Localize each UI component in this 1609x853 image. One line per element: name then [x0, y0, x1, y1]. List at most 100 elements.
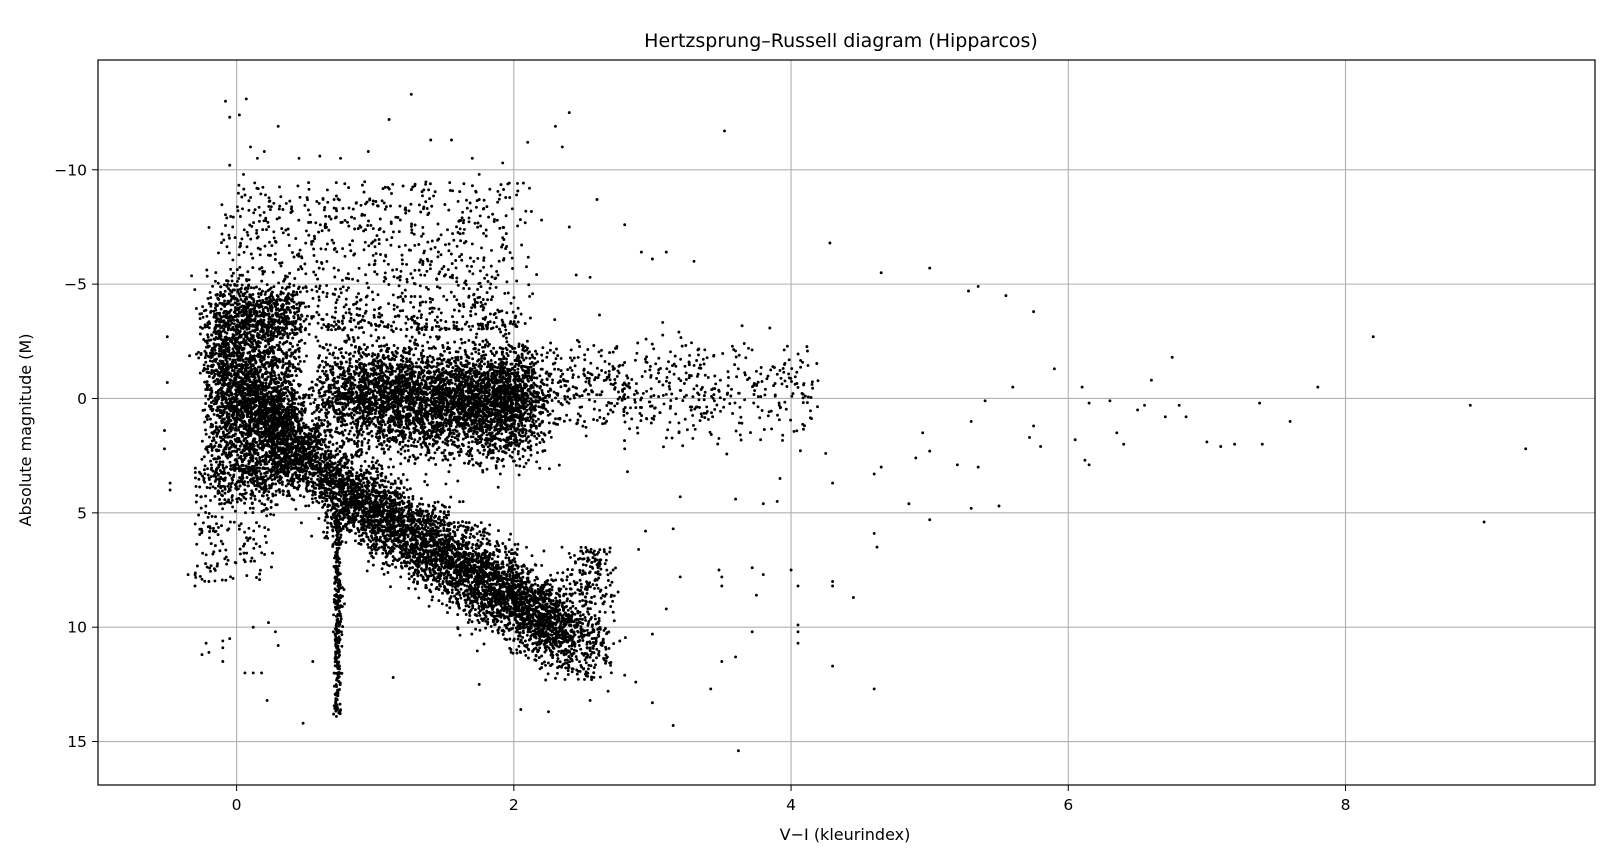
- data-point: [310, 497, 314, 501]
- data-point: [434, 531, 438, 535]
- data-point: [480, 597, 484, 601]
- data-point: [540, 662, 544, 666]
- data-point: [200, 577, 204, 581]
- data-point: [606, 689, 610, 693]
- data-point: [355, 505, 359, 509]
- data-point: [569, 606, 573, 610]
- data-point: [1482, 520, 1486, 524]
- data-point: [298, 494, 302, 498]
- data-point: [542, 614, 546, 618]
- data-point: [325, 491, 329, 495]
- data-point: [363, 459, 367, 463]
- data-point: [497, 544, 501, 548]
- data-point: [575, 649, 578, 653]
- data-point: [519, 708, 523, 711]
- data-point: [914, 456, 918, 460]
- data-point: [285, 394, 289, 398]
- data-point: [441, 518, 445, 522]
- data-point: [499, 612, 503, 616]
- data-point: [294, 507, 298, 511]
- data-point: [440, 533, 444, 537]
- data-point: [493, 622, 497, 626]
- data-point: [824, 451, 828, 455]
- data-point: [561, 637, 564, 641]
- data-point: [432, 564, 436, 568]
- data-point: [418, 551, 422, 555]
- data-point: [462, 524, 465, 528]
- data-point: [325, 531, 329, 534]
- data-point: [796, 641, 800, 645]
- data-point: [276, 124, 280, 128]
- data-point: [208, 359, 212, 363]
- data-point: [453, 534, 457, 538]
- data-point: [456, 613, 460, 617]
- data-point: [533, 578, 537, 582]
- data-point: [548, 593, 552, 597]
- data-point: [464, 574, 468, 578]
- data-point: [368, 492, 372, 496]
- data-point: [429, 574, 433, 578]
- data-point: [456, 600, 460, 604]
- data-point: [466, 621, 470, 624]
- data-point: [515, 651, 519, 655]
- data-point: [304, 504, 308, 508]
- data-point: [482, 528, 486, 532]
- data-point: [415, 519, 419, 523]
- data-point: [327, 445, 331, 449]
- data-point: [393, 481, 397, 485]
- data-point: [334, 714, 338, 718]
- data-point: [399, 452, 403, 456]
- data-point: [872, 531, 876, 535]
- data-point: [459, 561, 463, 564]
- data-point: [515, 648, 519, 652]
- data-point: [467, 521, 471, 525]
- data-point: [323, 518, 327, 522]
- data-point: [401, 554, 405, 558]
- data-point: [374, 491, 378, 495]
- data-point: [506, 602, 510, 606]
- data-point: [551, 640, 555, 644]
- data-point: [459, 596, 463, 600]
- data-point: [671, 527, 675, 531]
- data-point: [451, 600, 455, 604]
- data-point: [416, 513, 420, 517]
- data-point: [387, 527, 391, 531]
- data-point: [489, 567, 493, 571]
- data-point: [381, 551, 385, 555]
- data-point: [505, 553, 509, 557]
- data-point: [445, 576, 449, 580]
- data-point: [650, 257, 654, 261]
- data-point: [221, 646, 225, 650]
- data-point: [311, 484, 315, 488]
- data-point: [554, 596, 558, 600]
- data-point: [338, 450, 342, 453]
- data-point: [436, 500, 440, 504]
- data-point: [335, 447, 339, 451]
- data-point: [983, 399, 987, 403]
- data-point: [449, 495, 453, 499]
- data-point: [559, 641, 563, 645]
- data-point: [329, 515, 333, 519]
- data-point: [515, 591, 519, 595]
- data-point: [491, 629, 494, 633]
- data-point: [517, 644, 521, 648]
- data-point: [1149, 378, 1153, 382]
- data-point: [495, 614, 499, 618]
- data-point: [322, 530, 326, 534]
- data-point: [464, 613, 468, 616]
- data-point: [512, 637, 516, 641]
- data-point: [510, 570, 514, 574]
- data-point: [446, 510, 450, 514]
- data-point: [574, 273, 578, 277]
- data-point: [329, 521, 333, 525]
- data-point: [486, 589, 490, 592]
- data-point: [193, 584, 197, 588]
- data-point: [316, 477, 320, 481]
- data-point: [448, 555, 452, 559]
- data-point: [331, 513, 335, 517]
- data-point: [357, 534, 361, 538]
- data-point: [831, 580, 835, 583]
- data-point: [394, 491, 398, 495]
- data-point: [434, 520, 438, 523]
